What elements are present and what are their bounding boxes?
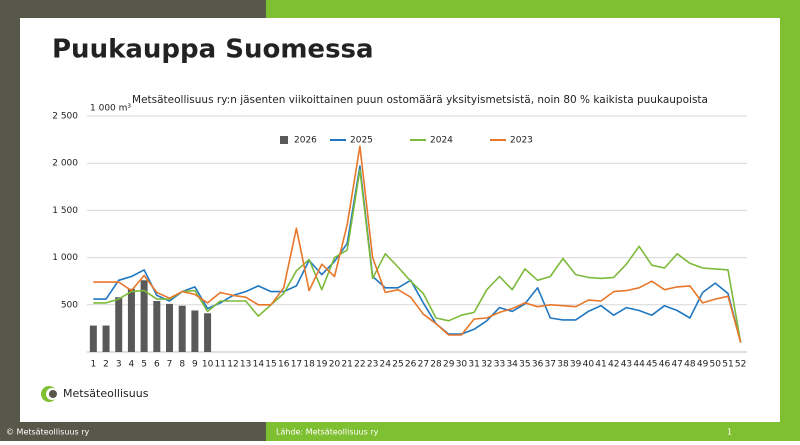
- x-tick-label: 32: [481, 360, 492, 370]
- x-tick-label: 52: [735, 360, 746, 370]
- x-tick-label: 7: [167, 360, 173, 370]
- x-tick-label: 24: [380, 360, 392, 370]
- slide-title: Puukauppa Suomessa: [52, 35, 374, 65]
- x-tick-label: 43: [621, 360, 632, 370]
- x-tick-label: 30: [456, 360, 468, 370]
- x-tick-label: 25: [392, 360, 403, 370]
- bar: [153, 301, 161, 352]
- x-tick-label: 6: [154, 360, 160, 370]
- x-tick-label: 45: [646, 360, 657, 370]
- x-tick-label: 20: [329, 360, 341, 370]
- x-tick-label: 21: [341, 360, 352, 370]
- x-tick-label: 46: [659, 360, 671, 370]
- x-tick-label: 28: [430, 360, 442, 370]
- x-tick-label: 48: [684, 360, 696, 370]
- x-tick-label: 18: [303, 360, 315, 370]
- x-tick-label: 23: [367, 360, 378, 370]
- x-tick-label: 12: [227, 360, 238, 370]
- bar: [115, 297, 123, 352]
- page-number: 1: [727, 428, 732, 437]
- x-tick-label: 44: [633, 360, 645, 370]
- legend-label: 2025: [350, 136, 373, 146]
- x-tick-label: 13: [240, 360, 251, 370]
- x-tick-label: 16: [278, 360, 290, 370]
- x-tick-label: 47: [671, 360, 682, 370]
- x-tick-label: 9: [192, 360, 198, 370]
- x-tick-label: 1: [90, 360, 96, 370]
- bar: [204, 313, 212, 352]
- source: Lähde: Metsäteollisuus ry: [276, 428, 379, 437]
- x-tick-label: 11: [215, 360, 226, 370]
- x-tick-label: 15: [265, 360, 276, 370]
- bar: [140, 280, 148, 352]
- y-tick-label: 1 500: [52, 206, 78, 216]
- bar: [191, 310, 199, 352]
- bar: [89, 325, 97, 352]
- x-tick-label: 3: [116, 360, 122, 370]
- x-tick-label: 34: [506, 360, 518, 370]
- logo-text: Metsäteollisuus: [63, 387, 149, 400]
- copyright: © Metsäteollisuus ry: [6, 428, 90, 437]
- x-tick-label: 49: [697, 360, 709, 370]
- x-tick-label: 14: [253, 360, 265, 370]
- legend-label: 2024: [430, 136, 453, 146]
- bar: [127, 288, 135, 352]
- x-tick-label: 26: [405, 360, 417, 370]
- x-tick-label: 36: [532, 360, 544, 370]
- bar: [166, 303, 173, 352]
- x-tick-label: 38: [557, 360, 569, 370]
- x-tick-label: 17: [291, 360, 302, 370]
- x-tick-label: 37: [545, 360, 556, 370]
- x-tick-label: 39: [570, 360, 582, 370]
- x-tick-label: 19: [316, 360, 328, 370]
- line: [93, 145, 742, 343]
- chart-title: Metsäteollisuus ry:n jäsenten viikoittai…: [132, 94, 708, 106]
- y-tick-label: 2 500: [52, 112, 78, 122]
- x-tick-label: 29: [443, 360, 455, 370]
- y-axis-label: 1 000 m³: [90, 104, 131, 114]
- x-tick-label: 42: [608, 360, 619, 370]
- line: [93, 169, 742, 343]
- x-tick-label: 2: [103, 360, 109, 370]
- y-tick-label: 2 000: [52, 159, 78, 169]
- bar: [102, 325, 110, 352]
- x-tick-label: 40: [583, 360, 595, 370]
- legend-label: 2026: [294, 136, 317, 146]
- x-tick-label: 27: [418, 360, 429, 370]
- legend-swatch: [280, 136, 288, 144]
- x-tick-label: 22: [354, 360, 365, 370]
- x-tick-label: 8: [179, 360, 185, 370]
- x-tick-label: 10: [202, 360, 214, 370]
- x-tick-label: 51: [722, 360, 733, 370]
- x-tick-label: 31: [468, 360, 479, 370]
- card: [20, 18, 780, 422]
- logo-icon: [41, 386, 58, 402]
- y-tick-label: 500: [61, 300, 78, 310]
- x-tick-label: 41: [595, 360, 606, 370]
- x-tick-label: 33: [494, 360, 505, 370]
- y-tick-label: 1 000: [52, 253, 78, 263]
- legend-label: 2023: [510, 136, 533, 146]
- bar: [178, 305, 186, 352]
- x-tick-label: 50: [710, 360, 722, 370]
- x-tick-label: 4: [129, 360, 135, 370]
- x-tick-label: 35: [519, 360, 530, 370]
- x-tick-label: 5: [141, 360, 147, 370]
